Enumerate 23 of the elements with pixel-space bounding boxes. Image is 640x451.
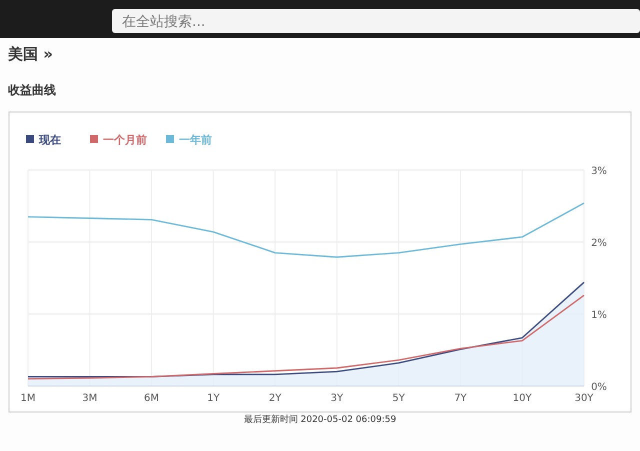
chart-title: 收益曲线	[8, 83, 56, 97]
line-series	[27, 294, 585, 380]
x-tick-label: 30Y	[574, 393, 594, 404]
x-tick-label: 1Y	[207, 393, 220, 404]
legend-label: 一年前	[179, 134, 212, 146]
x-tick-label: 2Y	[268, 393, 282, 404]
text: 最后更新时间 2020-05-02 06:09:59	[244, 414, 396, 425]
y-tick-label: 0%	[591, 382, 607, 393]
x-tick-label: 10Y	[512, 393, 533, 404]
chart-subtitle: 美国 »	[7, 45, 53, 63]
search-field: 在全站搜索...	[112, 9, 640, 33]
y-tick-label: 3%	[591, 166, 607, 177]
y-tick-label: 2%	[591, 238, 607, 249]
x-tick-label: 1M	[20, 393, 36, 404]
legend-label: 现在	[38, 134, 61, 146]
x-tick-label: 3M	[82, 393, 98, 404]
line-series	[27, 202, 585, 258]
x-tick-label: 7Y	[454, 393, 468, 404]
legend-label: 一个月前	[103, 134, 147, 146]
x-tick-label: 3Y	[330, 393, 344, 404]
x-tick-label: 5Y	[392, 393, 406, 404]
y-tick-label: 1%	[591, 310, 607, 321]
x-tick-label: 6M	[144, 393, 160, 404]
